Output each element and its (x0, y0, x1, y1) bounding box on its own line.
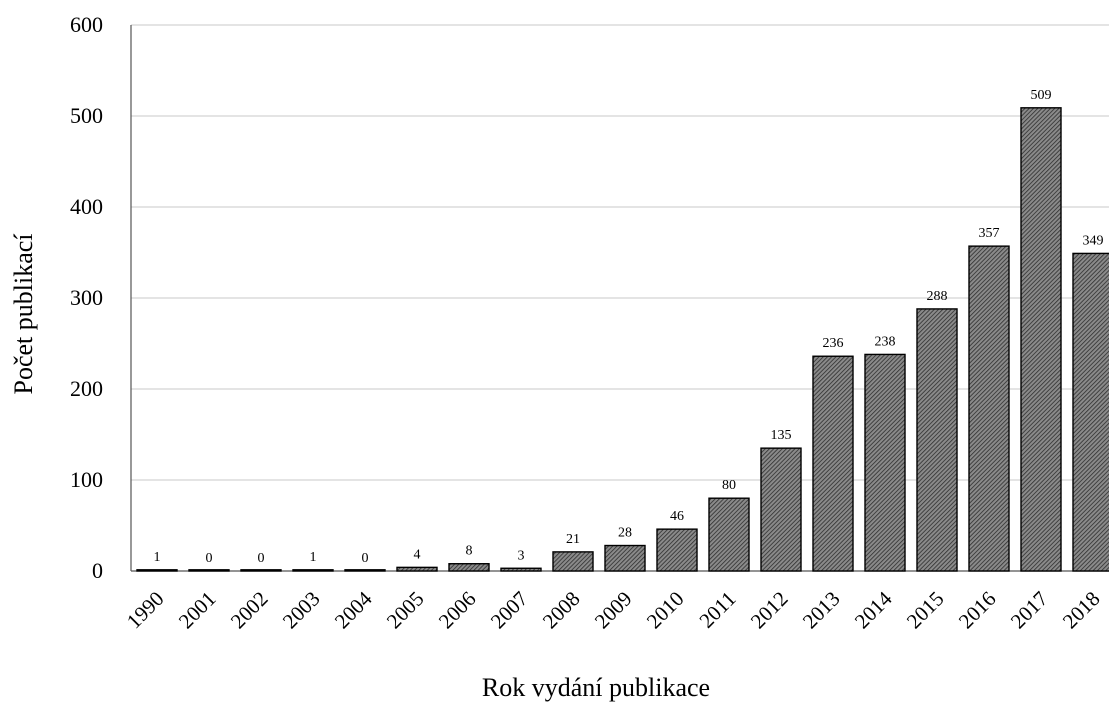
bar-2018 (1072, 252, 1109, 572)
x-tick-labels: 1990 2001 2002 2003 2004 2005 2006 2007 2008 2009… (122, 586, 1105, 633)
y-tick-label: 300 (70, 285, 103, 310)
x-tick-label-2009: 2009 (590, 587, 637, 634)
bar-2006 (448, 563, 490, 572)
y-tick-label: 600 (70, 12, 103, 37)
bar-2014 (864, 353, 906, 572)
x-tick-label-2005: 2005 (382, 587, 429, 634)
x-tick-label-2015: 2015 (902, 587, 949, 634)
x-tick-label-2007: 2007 (486, 587, 533, 634)
data-label-2003: 1 (310, 550, 317, 565)
x-tick-label-2013: 2013 (798, 587, 845, 634)
data-label-2007: 3 (518, 548, 525, 563)
bar-2012 (760, 447, 802, 572)
data-label-2008: 21 (566, 532, 580, 547)
bar-1990 (136, 569, 178, 572)
data-label-2009: 28 (618, 526, 632, 541)
x-tick-label-2006: 2006 (434, 587, 481, 634)
x-tick-label-2003: 2003 (278, 587, 325, 634)
data-label-2001: 0 (206, 551, 213, 566)
bar-2011 (708, 497, 750, 572)
data-label-2015: 288 (927, 289, 948, 304)
y-tick-labels: 0 100 200 300 400 500 600 (70, 12, 103, 583)
bar-2015 (916, 308, 958, 572)
data-label-2006: 8 (466, 544, 473, 559)
x-tick-label-2016: 2016 (954, 587, 1001, 634)
x-tick-label-2008: 2008 (538, 587, 585, 634)
x-tick-label-2010: 2010 (642, 587, 689, 634)
x-tick-label-2002: 2002 (226, 587, 273, 634)
data-label-2018: 349 (1083, 233, 1104, 248)
y-tick-label: 100 (70, 467, 103, 492)
y-axis-title: Počet publikací (9, 233, 38, 394)
y-tick-label: 400 (70, 194, 103, 219)
data-labels: 1 0 0 1 0 4 8 3 21 28 46 80 135 236 238 288 357 509 349 (154, 88, 1104, 566)
bar-2016 (968, 245, 1010, 572)
data-label-2004: 0 (362, 551, 369, 566)
data-label-1990: 1 (154, 550, 161, 565)
x-tick-label-2012: 2012 (746, 587, 793, 634)
x-tick-label-1990: 1990 (122, 587, 169, 634)
x-tick-label-2011: 2011 (694, 587, 740, 633)
data-label-2017: 509 (1031, 88, 1052, 103)
bars (136, 107, 1109, 572)
y-tick-label: 200 (70, 376, 103, 401)
bar-2003 (292, 569, 334, 572)
x-tick-label-2017: 2017 (1006, 587, 1053, 634)
bar-2017 (1020, 107, 1062, 572)
gridlines (131, 24, 1109, 481)
bar-2013 (812, 355, 854, 572)
bar-2009 (604, 544, 646, 572)
bar-2008 (552, 551, 594, 572)
data-label-2013: 236 (823, 336, 844, 351)
x-tick-label-2004: 2004 (330, 586, 377, 633)
data-label-2010: 46 (670, 509, 684, 524)
data-label-2005: 4 (414, 547, 421, 562)
bar-2001 (188, 569, 230, 572)
bar-2004 (344, 569, 386, 572)
data-label-2011: 80 (722, 478, 736, 493)
bar-2002 (240, 569, 282, 572)
x-axis-title: Rok vydání publikace (482, 673, 710, 702)
y-tick-label: 500 (70, 103, 103, 128)
data-label-2016: 357 (979, 226, 1000, 241)
data-label-2012: 135 (771, 428, 792, 443)
bar-2010 (656, 528, 698, 572)
data-label-2014: 238 (875, 334, 896, 349)
x-tick-label-2014: 2014 (850, 586, 897, 633)
x-tick-label-2001: 2001 (174, 587, 221, 634)
y-tick-label: 0 (92, 558, 103, 583)
bar-2007 (500, 567, 542, 572)
x-tick-label-2018: 2018 (1058, 587, 1105, 634)
data-label-2002: 0 (258, 551, 265, 566)
bar-2005 (396, 566, 438, 572)
